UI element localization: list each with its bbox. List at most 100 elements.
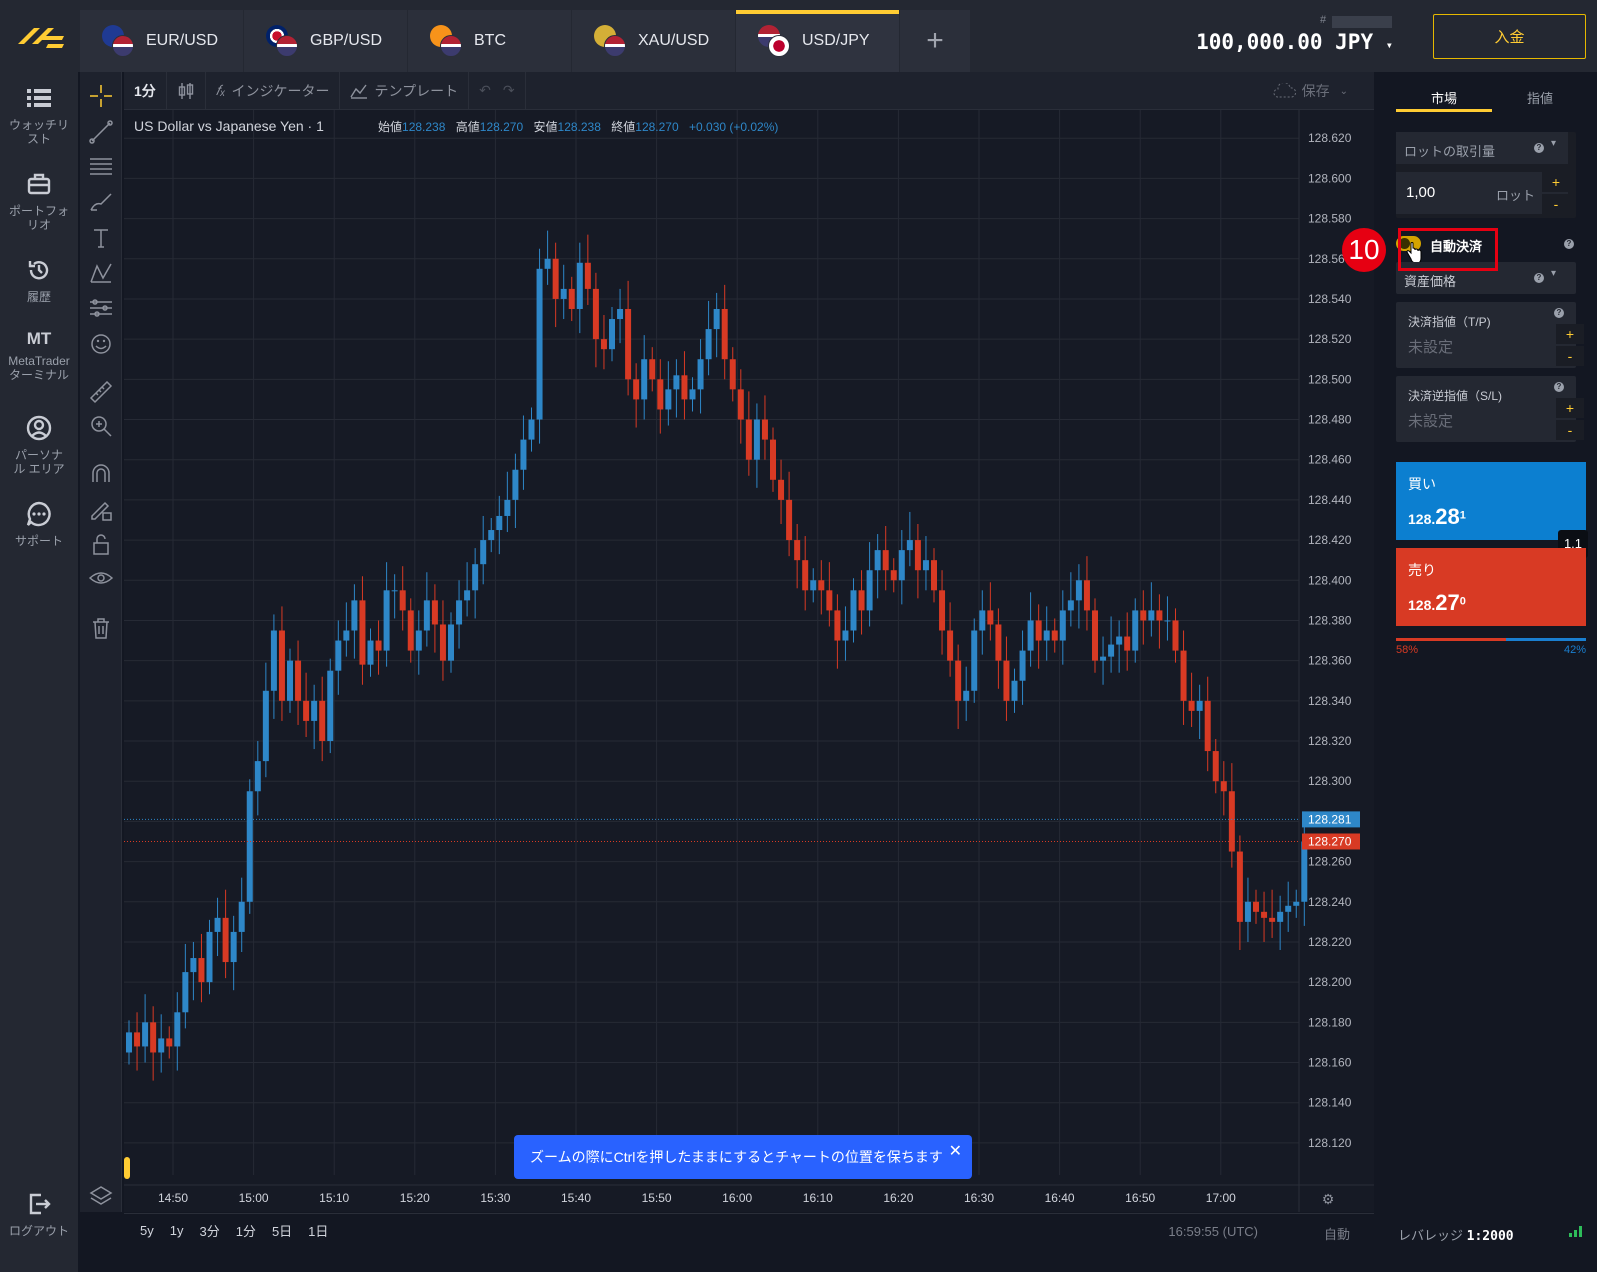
layers-icon[interactable] (87, 1182, 115, 1210)
save-button[interactable]: 保存 ⌄ (1272, 72, 1348, 110)
candle-body (1067, 600, 1074, 611)
tab-xauusd[interactable]: XAU/USD (572, 10, 735, 72)
tab-usdjpy[interactable]: USD/JPY (736, 10, 899, 72)
range-3m[interactable]: 3分 (199, 1224, 220, 1239)
range-5y[interactable]: 5y (140, 1223, 154, 1238)
lock-icon[interactable] (87, 530, 115, 558)
top-bar: EUR/USD GBP/USD BTC XAU/USD USD/JPY + # … (0, 0, 1597, 72)
fib-lines-icon[interactable] (87, 152, 115, 180)
undo-icon[interactable]: ↶ (479, 82, 491, 98)
lot-minus-button[interactable]: - (1542, 194, 1570, 214)
chart-area[interactable]: 128.640128.620128.600128.580128.560128.5… (124, 91, 1374, 1212)
y-tick-label: 128.400 (1308, 573, 1352, 587)
eye-icon[interactable] (87, 564, 115, 592)
lock-draw-icon[interactable] (87, 496, 115, 524)
chevron-down-icon: ▾ (1385, 38, 1393, 52)
nav-logout[interactable]: ログアウト (0, 1190, 78, 1238)
help-icon[interactable]: ? (1534, 143, 1544, 153)
candle-body (456, 600, 463, 625)
candle-body (979, 610, 986, 631)
tp-minus-button[interactable]: - (1556, 346, 1584, 366)
magnet-icon[interactable] (87, 460, 115, 488)
nav-metatrader[interactable]: MT MetaTrader ターミナル (0, 330, 78, 382)
brush-icon[interactable] (87, 188, 115, 216)
lot-plus-button[interactable]: + (1542, 172, 1570, 192)
balance-dropdown[interactable]: 100,000.00 JPY ▾ (1196, 30, 1393, 54)
tab-btc[interactable]: BTC (408, 10, 571, 72)
candle-body (834, 610, 841, 641)
candle-body (641, 359, 648, 400)
price-fraction: 1 (1459, 509, 1466, 522)
emoji-icon[interactable] (87, 330, 115, 358)
deposit-button[interactable]: 入金 (1433, 14, 1586, 59)
sell-button[interactable]: 売り 128.270 (1396, 548, 1586, 626)
lot-type-dropdown[interactable]: ロットの取引量 ? ▾ (1396, 132, 1568, 164)
add-tab-button[interactable]: + (900, 10, 970, 72)
eu-us-flag-icon (102, 25, 136, 57)
x-tick-label: 16:40 (1045, 1191, 1075, 1205)
tab-gbpusd[interactable]: GBP/USD (244, 10, 407, 72)
candle-body (584, 262, 591, 289)
range-1y[interactable]: 1y (169, 1223, 184, 1238)
candlestick-chart[interactable]: 128.640128.620128.600128.580128.560128.5… (124, 91, 1374, 1212)
help-icon[interactable]: ? (1554, 382, 1564, 392)
trash-icon[interactable] (87, 614, 115, 642)
signal-icon (1569, 1226, 1582, 1237)
x-tick-label: 16:10 (803, 1191, 833, 1205)
help-icon[interactable]: ? (1564, 239, 1574, 249)
stop-loss-field[interactable]: 決済逆指値（S/L) 未設定 ? + - (1396, 376, 1584, 442)
range-1d[interactable]: 1日 (308, 1224, 329, 1239)
candle-body (343, 630, 350, 641)
close-icon[interactable]: ✕ (948, 1143, 962, 1160)
help-icon[interactable]: ? (1554, 308, 1564, 318)
candle-body (681, 375, 688, 400)
nav-portfolio[interactable]: ポートフォリオ (0, 170, 78, 232)
ruler-icon[interactable] (87, 378, 115, 406)
help-icon[interactable]: ? (1534, 273, 1544, 283)
take-profit-field[interactable]: 決済指値（T/P) 未設定 ? + - (1396, 302, 1584, 368)
sl-label: 決済逆指値（S/L) (1408, 389, 1503, 403)
redo-icon[interactable]: ↷ (502, 82, 515, 98)
bid-price-tag (1302, 833, 1360, 850)
lot-input[interactable]: 1,00 ロット + - (1396, 172, 1570, 214)
range-5d[interactable]: 5日 (271, 1224, 293, 1239)
candle-body (246, 791, 253, 902)
text-tool-icon[interactable] (87, 224, 115, 252)
asset-price-dropdown[interactable]: 資産価格 ? ▾ (1396, 262, 1576, 294)
range-1m[interactable]: 1分 (235, 1224, 256, 1239)
nav-history[interactable]: 履歴 (0, 256, 78, 304)
tab-market[interactable]: 市場 (1396, 82, 1492, 112)
candle-body (1253, 901, 1259, 912)
auto-scale-toggle[interactable]: 自動 (1323, 1227, 1350, 1242)
prediction-icon[interactable] (87, 294, 115, 322)
tab-pending[interactable]: 指値 (1526, 91, 1553, 106)
candle-body (528, 419, 535, 440)
sl-minus-button[interactable]: - (1556, 420, 1584, 440)
timeframe-button[interactable]: 1分 (124, 71, 167, 110)
buy-button[interactable]: 買い 128.281 (1396, 462, 1586, 540)
zoom-in-icon[interactable] (87, 412, 115, 440)
crosshair-icon[interactable] (87, 82, 115, 110)
sl-plus-button[interactable]: + (1556, 398, 1584, 418)
exness-logo[interactable] (14, 22, 68, 50)
tab-label: USD/JPY (802, 32, 870, 49)
x-tick-label: 17:00 (1206, 1191, 1236, 1205)
nav-watchlist[interactable]: ウォッチリスト (0, 84, 78, 146)
nav-support[interactable]: サポート (0, 500, 78, 548)
trend-line-icon[interactable] (87, 118, 115, 146)
chart-type-button[interactable] (167, 71, 206, 110)
tab-eurusd[interactable]: EUR/USD (80, 10, 243, 72)
sell-label: 売り (1408, 562, 1436, 578)
tp-plus-button[interactable]: + (1556, 324, 1584, 344)
templates-button[interactable]: テンプレート (340, 71, 470, 110)
nav-personal-area[interactable]: パーソナル エリア (0, 414, 78, 476)
pattern-icon[interactable] (87, 260, 115, 288)
chart-bottom-bar: 5y 1y 3分 1分 5日 1日 16:59:55 (UTC) 自動 (124, 1213, 1374, 1247)
indicators-button[interactable]: 𝑓ₓ インジケーター (206, 71, 341, 110)
x-tick-label: 14:50 (158, 1191, 188, 1205)
candle-body (1043, 630, 1050, 641)
candle-body (1172, 620, 1179, 651)
autoclose-toggle[interactable] (1396, 236, 1421, 251)
close-value: 128.270 (635, 120, 679, 134)
buy-price: 128.281 (1408, 504, 1466, 530)
